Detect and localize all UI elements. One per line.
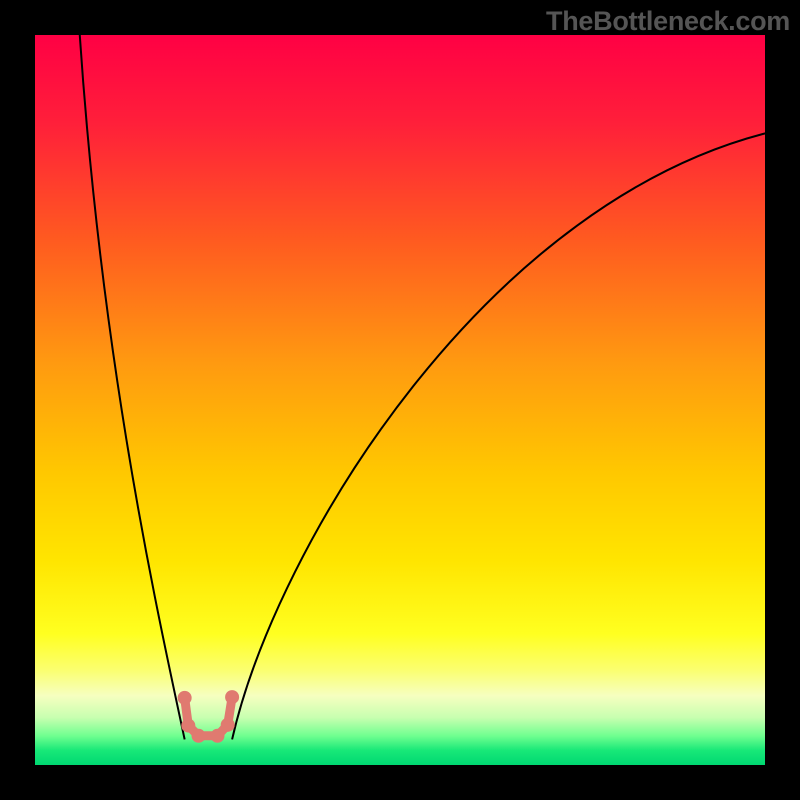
curve-right-branch (232, 130, 765, 740)
curve-svg-layer (35, 35, 765, 765)
marker-dot (221, 718, 235, 732)
chart-plot-area (35, 35, 765, 765)
marker-dot (181, 719, 195, 733)
curve-left-branch (79, 35, 185, 739)
marker-dot (225, 690, 239, 704)
marker-dot (192, 729, 206, 743)
marker-dot (178, 691, 192, 705)
marker-dot (211, 729, 225, 743)
watermark-text: TheBottleneck.com (546, 6, 790, 37)
